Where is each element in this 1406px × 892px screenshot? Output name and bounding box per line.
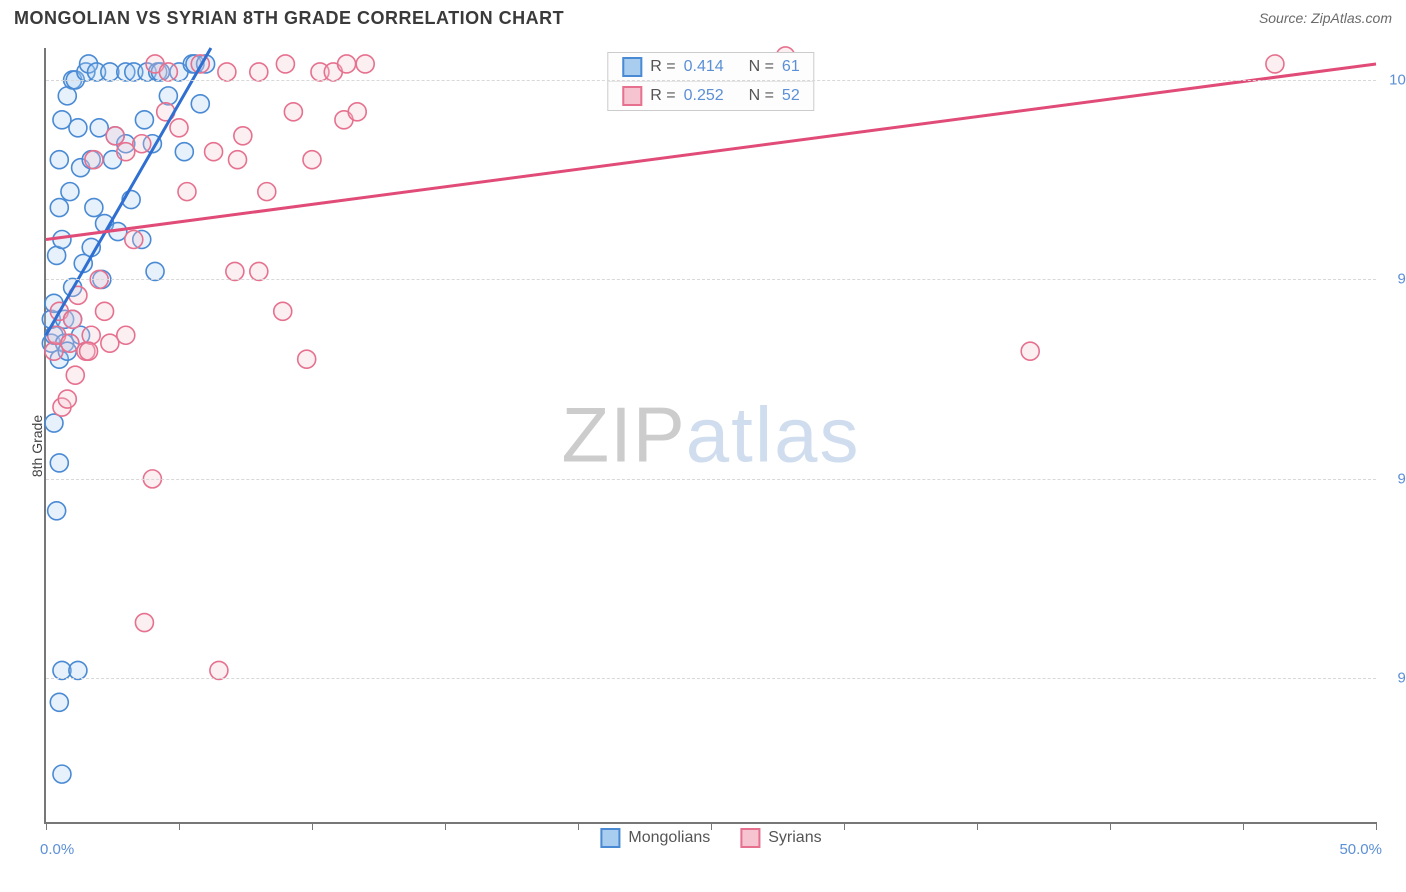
chart-svg: [46, 48, 1376, 822]
legend-row-syrians: R = 0.252 N = 52: [608, 81, 813, 110]
y-axis-label: 8th Grade: [29, 415, 45, 477]
r-label: R =: [650, 87, 675, 105]
r-value-mongolians: 0.414: [684, 58, 724, 76]
y-tick-label: 92.5%: [1384, 670, 1406, 687]
n-label: N =: [749, 87, 774, 105]
x-tick: [46, 822, 47, 830]
x-tick: [1110, 822, 1111, 830]
y-tick-label: 95.0%: [1384, 470, 1406, 487]
n-value-mongolians: 61: [782, 58, 800, 76]
gridline: [46, 479, 1376, 480]
gridline: [46, 279, 1376, 280]
correlation-legend: R = 0.414 N = 61 R = 0.252 N = 52: [607, 52, 814, 111]
legend-row-mongolians: R = 0.414 N = 61: [608, 53, 813, 81]
x-tick: [977, 822, 978, 830]
r-value-syrians: 0.252: [684, 87, 724, 105]
n-value-syrians: 52: [782, 87, 800, 105]
y-tick-label: 97.5%: [1384, 271, 1406, 288]
x-tick: [578, 822, 579, 830]
swatch-mongolians: [622, 57, 642, 77]
x-tick: [445, 822, 446, 830]
x-tick: [1376, 822, 1377, 830]
x-tick: [844, 822, 845, 830]
chart-title: MONGOLIAN VS SYRIAN 8TH GRADE CORRELATIO…: [14, 8, 564, 28]
swatch-syrians: [622, 86, 642, 106]
x-tick: [1243, 822, 1244, 830]
x-tick: [312, 822, 313, 830]
legend-item-syrians: Syrians: [740, 828, 821, 848]
legend-label-mongolians: Mongolians: [628, 829, 710, 847]
legend-label-syrians: Syrians: [768, 829, 821, 847]
source-label: Source: ZipAtlas.com: [1259, 10, 1392, 26]
x-tick-label: 50.0%: [1339, 841, 1382, 858]
n-label: N =: [749, 58, 774, 76]
gridline: [46, 80, 1376, 81]
chart-plot-area: ZIPatlas R = 0.414 N = 61 R = 0.252 N = …: [44, 48, 1376, 824]
legend-item-mongolians: Mongolians: [600, 828, 710, 848]
x-tick: [711, 822, 712, 830]
x-tick: [179, 822, 180, 830]
x-tick-label: 0.0%: [40, 841, 74, 858]
gridline: [46, 678, 1376, 679]
swatch-syrians-icon: [740, 828, 760, 848]
y-tick-label: 100.0%: [1384, 71, 1406, 88]
swatch-mongolians-icon: [600, 828, 620, 848]
r-label: R =: [650, 58, 675, 76]
